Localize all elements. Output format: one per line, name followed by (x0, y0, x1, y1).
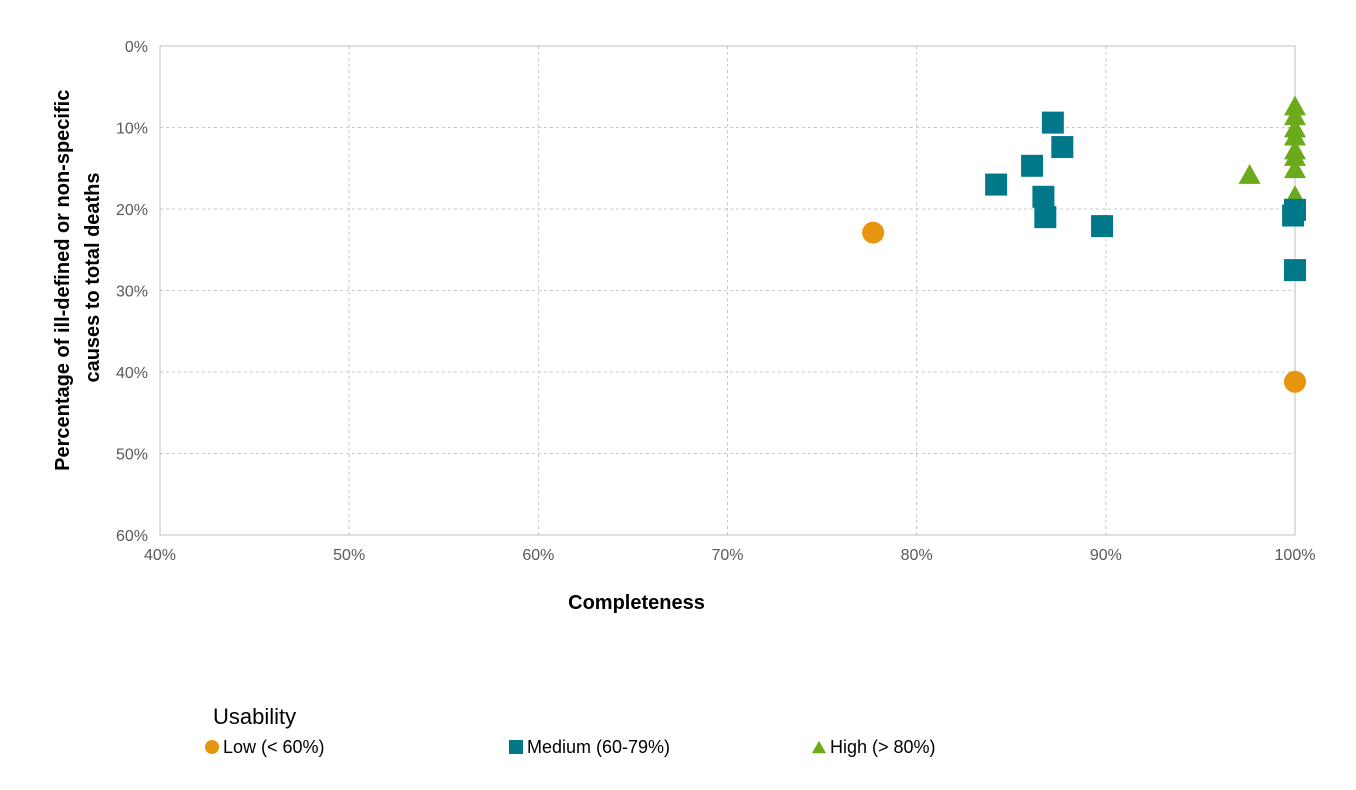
x-tick-label: 70% (711, 547, 743, 564)
x-tick-label: 50% (333, 547, 365, 564)
data-point-square (1284, 259, 1306, 282)
data-point-triangle (1284, 125, 1306, 146)
data-point-circle (862, 221, 885, 244)
legend-label: High (> 80%) (830, 737, 936, 757)
data-point-triangle (1238, 164, 1261, 184)
y-tick-label: 50% (116, 447, 148, 464)
x-tick-label: 40% (144, 547, 176, 564)
y-axis-title: Percentage of ill-defined or non-specifi… (52, 84, 104, 471)
y-tick-label: 20% (116, 202, 148, 219)
data-point-square (1021, 154, 1044, 177)
plot-area-frame (159, 45, 1296, 536)
y-tick-label: 40% (116, 365, 148, 382)
legend-marker-square (509, 740, 523, 754)
grid-lines (160, 46, 1295, 535)
y-tick-label: 0% (125, 39, 148, 56)
data-point-square (985, 173, 1008, 196)
legend-items: Low (< 60%) Medium (60-79%) High (> 80%) (205, 737, 936, 757)
x-tick-label: 80% (901, 547, 933, 564)
legend-label: Medium (60-79%) (527, 737, 670, 757)
data-point-triangle (1284, 105, 1306, 126)
data-point-square (1034, 206, 1057, 229)
axis-tick-labels: 40% 50% 60% 70% 80% 90% 100% 0% 10% 20% 30% 40% 50% 6… (116, 39, 1315, 564)
data-point-square (1091, 215, 1114, 238)
legend: Usability Low (< 60%) Medium (60-79%) High… (205, 704, 936, 757)
legend-item: Medium (60-79%) (509, 737, 670, 757)
x-tick-label: 100% (1275, 547, 1316, 564)
x-tick-label: 60% (522, 547, 554, 564)
legend-marker-circle (205, 740, 219, 754)
data-point-square (1051, 136, 1074, 159)
data-point-square (1041, 111, 1064, 134)
y-axis-title-line-2: causes to total deaths (82, 172, 104, 382)
data-point-triangle (1284, 146, 1306, 166)
x-axis-title: Completeness (568, 592, 705, 614)
data-point-triangle (1284, 158, 1306, 179)
legend-item: Low (< 60%) (205, 737, 325, 757)
y-tick-label: 10% (116, 121, 148, 138)
data-points (862, 95, 1306, 393)
legend-item: High (> 80%) (812, 737, 936, 757)
y-tick-label: 60% (116, 528, 148, 545)
y-axis-title-line-1: Percentage of ill-defined or non-specifi… (52, 90, 74, 471)
y-tick-label: 30% (116, 284, 148, 301)
legend-marker-triangle (812, 740, 826, 754)
data-point-square (1032, 185, 1055, 208)
legend-title: Usability (213, 704, 296, 729)
data-point-circle (1284, 370, 1306, 393)
data-point-square (1282, 204, 1305, 227)
legend-label: Low (< 60%) (223, 737, 325, 757)
x-tick-label: 90% (1090, 547, 1122, 564)
